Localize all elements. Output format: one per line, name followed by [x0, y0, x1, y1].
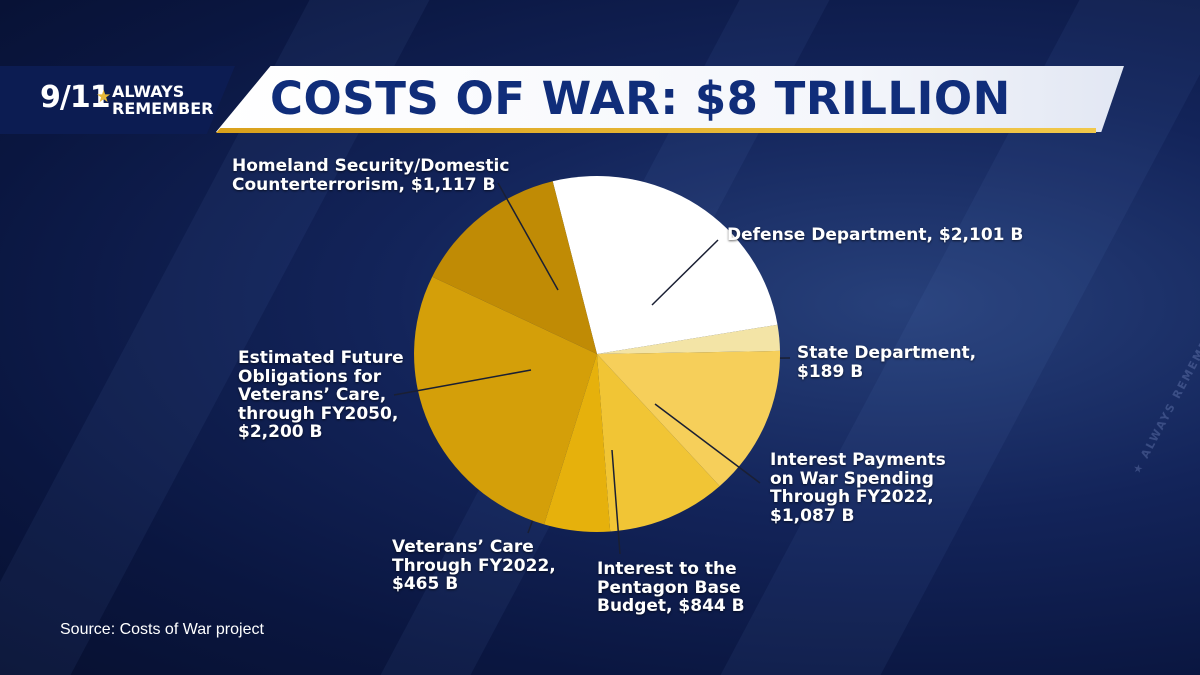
slice-label: Estimated Future Obligations for Veterans’…: [238, 349, 404, 442]
star-icon: ★: [96, 87, 112, 107]
leader-line: [393, 369, 532, 396]
slice-label-line: Pentagon Base: [597, 577, 741, 598]
slice-label: State Department, $189 B: [797, 344, 976, 381]
pie-slice: [597, 324, 780, 354]
brand-number: 9/11: [40, 80, 111, 115]
slice-label-line: Budget, $844 B: [597, 596, 745, 616]
slice-label-line: Veterans’ Care,: [238, 385, 387, 405]
slice-label: Interest to the Pentagon Base Budget, $844…: [597, 560, 745, 616]
pie-slice: [414, 276, 597, 525]
slice-label-line: Homeland Security/Domestic: [232, 156, 510, 176]
title-underline: [216, 128, 1096, 133]
slice-label-line: Defense Department, $2,101 B: [727, 225, 1024, 245]
slice-label-line: through FY2050,: [238, 403, 399, 424]
slice-label-line: Counterterrorism, $1,117 B: [232, 174, 496, 195]
title-banner: [216, 66, 1124, 132]
slice-label: Interest Payments on War Spending Through …: [770, 451, 946, 525]
leader-line: [497, 182, 559, 291]
slice-label-line: State Department,: [797, 343, 977, 363]
brand-line-2: REMEMBER: [112, 99, 214, 118]
slice-label: Homeland Security/Domestic Counterterrori…: [232, 157, 509, 194]
slice-label-line: $1,087 B: [770, 505, 855, 526]
slice-label: Defense Department, $2,101 B: [727, 226, 1023, 245]
slice-label-line: Veterans’ Care: [392, 537, 534, 557]
slice-label: Veterans’ Care Through FY2022, $465 B: [392, 538, 556, 594]
page-title: COSTS OF WAR: $8 TRILLION: [270, 72, 1011, 125]
source-note: Source: Costs of War project: [60, 621, 264, 638]
slice-label-line: Estimated Future: [238, 348, 404, 368]
pie-slice: [597, 350, 781, 487]
pie-slice: [597, 354, 720, 532]
slice-label-line: Obligations for: [238, 366, 382, 387]
pie-slice: [552, 176, 778, 354]
slice-label-line: Interest Payments: [770, 450, 946, 470]
slice-label-line: Interest to the: [597, 559, 737, 579]
leader-line: [654, 403, 761, 484]
pie-slice: [544, 354, 611, 532]
slice-label-line: $465 B: [392, 574, 459, 594]
brand-panel: [0, 66, 235, 134]
leader-line: [651, 239, 719, 306]
brand-line-1: ALWAYS: [112, 82, 185, 101]
slice-label-line: Through FY2022,: [770, 487, 934, 507]
slice-label-line: Through FY2022,: [392, 555, 556, 576]
leader-line: [611, 449, 621, 555]
slice-label-line: on War Spending: [770, 468, 934, 489]
slice-label-line: $189 B: [797, 361, 864, 382]
slice-label-line: $2,200 B: [238, 422, 323, 442]
pie-slice: [432, 181, 597, 354]
